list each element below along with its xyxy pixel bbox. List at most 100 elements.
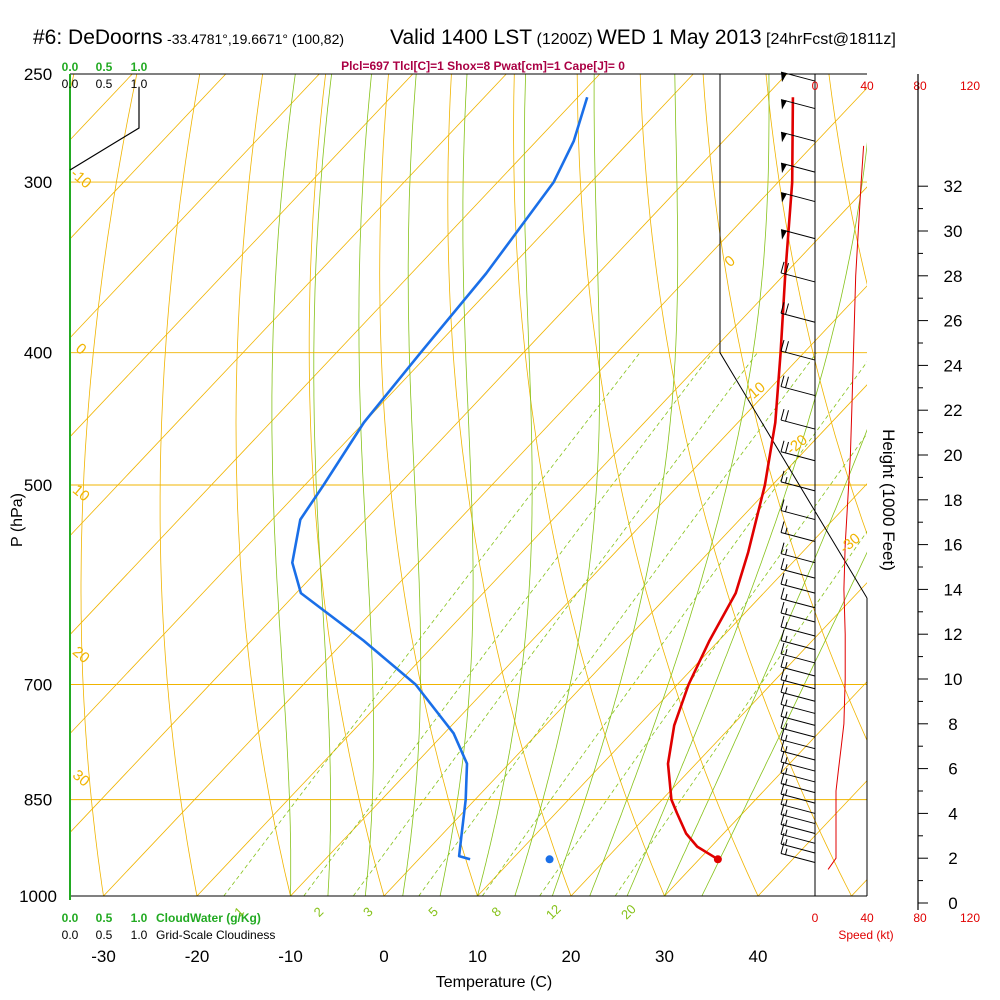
isotherm-line bbox=[70, 74, 227, 240]
temperature-tick-label: 0 bbox=[379, 947, 388, 966]
speed-bottom-tick: 80 bbox=[913, 911, 927, 925]
moist-adiabat-line bbox=[358, 74, 374, 896]
wind-barb-staff bbox=[780, 793, 816, 804]
dry-adiabat-label: 20 bbox=[69, 643, 93, 667]
mixing-ratio-line bbox=[303, 352, 713, 896]
wind-barb-flag bbox=[785, 262, 789, 275]
wind-barb-half-flag bbox=[785, 789, 788, 796]
height-tick-label: 32 bbox=[944, 177, 963, 196]
dry-adiabat-label: -20 bbox=[783, 431, 811, 458]
cloud-top-green-tick: 1.0 bbox=[131, 60, 148, 74]
forecast-info: [24hrFcst@1811z] bbox=[766, 31, 896, 48]
pressure-tick-label: 500 bbox=[24, 476, 52, 495]
wind-barb-half-flag bbox=[785, 829, 788, 836]
wind-barb-half-flag bbox=[785, 723, 788, 730]
moist-adiabat-line bbox=[551, 74, 679, 896]
wind-barb-half-flag bbox=[785, 608, 788, 615]
moist-adiabat-line bbox=[664, 429, 867, 896]
wind-barb-staff bbox=[780, 715, 816, 726]
wind-barb-pennant bbox=[781, 72, 787, 83]
wind-barb bbox=[780, 572, 816, 594]
speed-axis-label: Speed (kt) bbox=[838, 928, 893, 942]
isotherm-line bbox=[851, 879, 867, 896]
wind-barb-half-flag bbox=[785, 746, 788, 753]
adiabat-lines bbox=[70, 74, 867, 896]
wind-barb-staff bbox=[780, 833, 816, 844]
dry-adiabat-line bbox=[639, 74, 852, 896]
wind-barb bbox=[780, 192, 816, 203]
temperature-tick-label: -20 bbox=[185, 947, 210, 966]
wind-barb bbox=[780, 229, 816, 240]
wind-barb-flag bbox=[780, 717, 785, 729]
wind-barb bbox=[780, 162, 816, 174]
valid-time: Valid 1400 LST bbox=[390, 26, 533, 49]
wind-barb-flag bbox=[785, 303, 789, 315]
wind-barb-half-flag bbox=[785, 809, 788, 816]
wind-barb-flag bbox=[780, 782, 785, 795]
wind-barb-staff bbox=[780, 761, 816, 772]
wind-barb-half-flag bbox=[785, 527, 788, 534]
wind-barb-staff bbox=[780, 419, 816, 430]
dry-adiabat-line bbox=[702, 74, 867, 742]
wind-barb-half-flag bbox=[785, 649, 788, 656]
wind-barb-flag bbox=[780, 375, 785, 387]
wind-barb-flag bbox=[785, 410, 789, 422]
isobar-lines bbox=[70, 73, 867, 897]
wind-barb-half-flag bbox=[785, 687, 788, 694]
wind-barb-flag bbox=[780, 642, 785, 655]
surface-dewpoint-dot bbox=[545, 855, 554, 864]
speed-bottom-tick: 0 bbox=[812, 911, 819, 925]
cloud-top-black-tick: 0.5 bbox=[96, 77, 113, 91]
wind-barb bbox=[780, 339, 816, 361]
speed-bottom-tick: 40 bbox=[860, 911, 874, 925]
wind-barb-pennant bbox=[781, 192, 787, 203]
wind-barb-flag bbox=[780, 521, 785, 533]
wind-barb bbox=[780, 601, 816, 623]
wind-barb-flag bbox=[780, 739, 785, 752]
wind-barb bbox=[780, 793, 816, 814]
dry-adiabat-line bbox=[379, 74, 478, 896]
wind-barb-staff bbox=[780, 598, 816, 609]
valid-block: Valid 1400 LST (1200Z) WED 1 May 2013 [2… bbox=[390, 26, 896, 50]
speed-profile-line bbox=[827, 145, 865, 870]
isotherm-line bbox=[70, 74, 320, 339]
speed-top-tick: 120 bbox=[960, 79, 980, 93]
wind-barb-staff bbox=[780, 666, 816, 677]
wind-barb-staff bbox=[780, 510, 816, 521]
wind-barb bbox=[780, 728, 816, 750]
wind-barb-staff bbox=[780, 532, 816, 542]
wind-barb bbox=[780, 739, 816, 761]
temperature-tick-label: -10 bbox=[278, 947, 303, 966]
wind-barb bbox=[780, 440, 816, 462]
chart-frame bbox=[69, 73, 868, 900]
axis-labels: Plcl=697 Tlcl[C]=1 Shox=8 Pwat[cm]=1 Cap… bbox=[9, 59, 898, 991]
mixing-ratio-label: 5 bbox=[425, 904, 441, 920]
wind-barb-staff bbox=[780, 750, 816, 761]
wind-barb-flag bbox=[780, 470, 785, 483]
height-tick-label: 2 bbox=[948, 849, 957, 868]
wind-barb bbox=[780, 761, 816, 783]
height-tick-label: 12 bbox=[944, 625, 963, 644]
cloudiness-title: Grid-Scale Cloudiness bbox=[156, 928, 275, 942]
wind-barb-half-flag bbox=[785, 622, 788, 629]
wind-barb-staff bbox=[780, 640, 816, 651]
wind-barb-pennant bbox=[781, 163, 787, 174]
height-tick-label: 14 bbox=[944, 580, 963, 599]
wind-barb bbox=[780, 629, 816, 651]
wind-barb-staff bbox=[780, 553, 816, 564]
moist-adiabat-line bbox=[271, 74, 296, 896]
wind-barb-pennant bbox=[781, 99, 787, 110]
height-axis-title: Height (1000 Feet) bbox=[879, 429, 898, 571]
height-tick-label: 22 bbox=[944, 401, 963, 420]
moist-adiabat-line bbox=[439, 74, 474, 896]
height-tick-label: 0 bbox=[948, 894, 957, 913]
dry-adiabat-label: 0 bbox=[721, 252, 738, 270]
wind-barb-flag bbox=[780, 572, 785, 585]
height-tick-label: 16 bbox=[944, 536, 963, 555]
wind-barb-half-flag bbox=[785, 699, 788, 706]
wind-barb bbox=[780, 375, 816, 397]
wind-barb bbox=[780, 813, 816, 835]
